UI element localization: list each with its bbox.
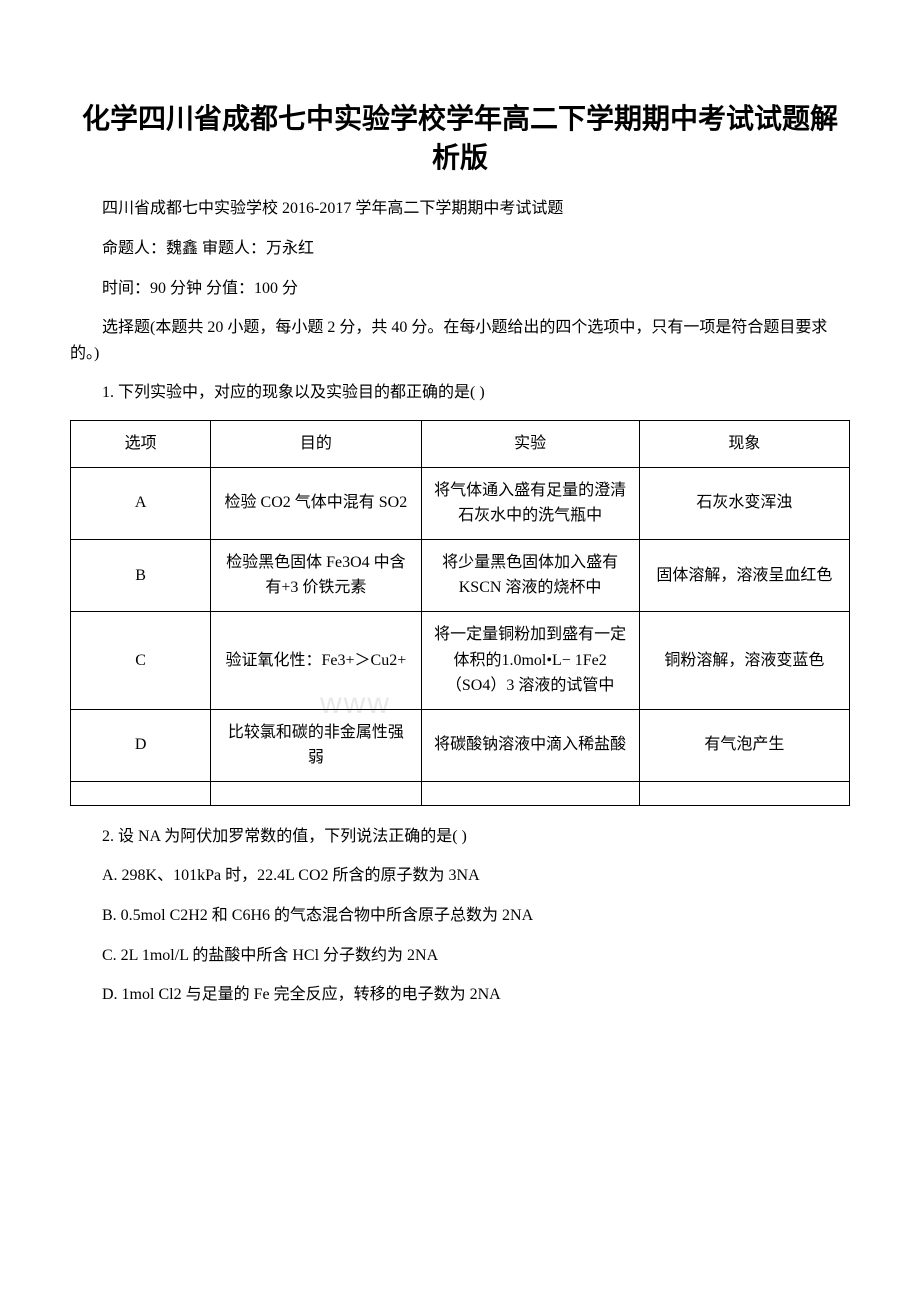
question-1-text: 1. 下列实验中，对应的现象以及实验目的都正确的是( ) (70, 380, 850, 406)
header-phenomenon: 现象 (639, 420, 849, 467)
header-purpose: 目的 (211, 420, 421, 467)
header-option: 选项 (71, 420, 211, 467)
document-title: 化学四川省成都七中实验学校学年高二下学期期中考试试题解析版 (70, 100, 850, 178)
question-2-text: 2. 设 NA 为阿伏加罗常数的值，下列说法正确的是( ) (70, 824, 850, 850)
cell-experiment: 将少量黑色固体加入盛有KSCN 溶液的烧杯中 (421, 539, 639, 611)
empty-cell (211, 781, 421, 805)
question-1-table: 选项 目的 实验 现象 A 检验 CO2 气体中混有 SO2 将气体通入盛有足量… (70, 420, 850, 806)
question-2-option-b: B. 0.5mol C2H2 和 C6H6 的气态混合物中所含原子总数为 2NA (70, 903, 850, 929)
empty-cell (71, 781, 211, 805)
cell-option: C (71, 611, 211, 709)
table-header-row: 选项 目的 实验 现象 (71, 420, 850, 467)
cell-phenomenon: 石灰水变浑浊 (639, 467, 849, 539)
cell-phenomenon: 固体溶解，溶液呈血红色 (639, 539, 849, 611)
empty-cell (639, 781, 849, 805)
cell-purpose: 比较氯和碳的非金属性强弱 (211, 709, 421, 781)
table-row: D 比较氯和碳的非金属性强弱 将碳酸钠溶液中滴入稀盐酸 有气泡产生 (71, 709, 850, 781)
cell-experiment: 将一定量铜粉加到盛有一定体积的1.0mol•L− 1Fe2（SO4）3 溶液的试… (421, 611, 639, 709)
cell-purpose: 验证氧化性：Fe3+＞Cu2+ (211, 611, 421, 709)
cell-phenomenon: 有气泡产生 (639, 709, 849, 781)
cell-option: D (71, 709, 211, 781)
header-experiment: 实验 (421, 420, 639, 467)
cell-experiment: 将碳酸钠溶液中滴入稀盐酸 (421, 709, 639, 781)
question-2-option-a: A. 298K、101kPa 时，22.4L CO2 所含的原子数为 3NA (70, 863, 850, 889)
question-2-option-d: D. 1mol Cl2 与足量的 Fe 完全反应，转移的电子数为 2NA (70, 982, 850, 1008)
cell-option: B (71, 539, 211, 611)
table-row: A 检验 CO2 气体中混有 SO2 将气体通入盛有足量的澄清石灰水中的洗气瓶中… (71, 467, 850, 539)
cell-purpose: 检验黑色固体 Fe3O4 中含有+3 价铁元素 (211, 539, 421, 611)
cell-purpose: 检验 CO2 气体中混有 SO2 (211, 467, 421, 539)
table-row: B 检验黑色固体 Fe3O4 中含有+3 价铁元素 将少量黑色固体加入盛有KSC… (71, 539, 850, 611)
table-empty-row (71, 781, 850, 805)
section-intro: 选择题(本题共 20 小题，每小题 2 分，共 40 分。在每小题给出的四个选项… (70, 315, 850, 366)
exam-info: 时间：90 分钟 分值：100 分 (70, 276, 850, 302)
table-row: C 验证氧化性：Fe3+＞Cu2+ 将一定量铜粉加到盛有一定体积的1.0mol•… (71, 611, 850, 709)
authors-line: 命题人：魏鑫 审题人：万永红 (70, 236, 850, 262)
question-2-option-c: C. 2L 1mol/L 的盐酸中所含 HCl 分子数约为 2NA (70, 943, 850, 969)
empty-cell (421, 781, 639, 805)
cell-experiment: 将气体通入盛有足量的澄清石灰水中的洗气瓶中 (421, 467, 639, 539)
subtitle: 四川省成都七中实验学校 2016-2017 学年高二下学期期中考试试题 (70, 196, 850, 222)
cell-phenomenon: 铜粉溶解，溶液变蓝色 (639, 611, 849, 709)
cell-option: A (71, 467, 211, 539)
